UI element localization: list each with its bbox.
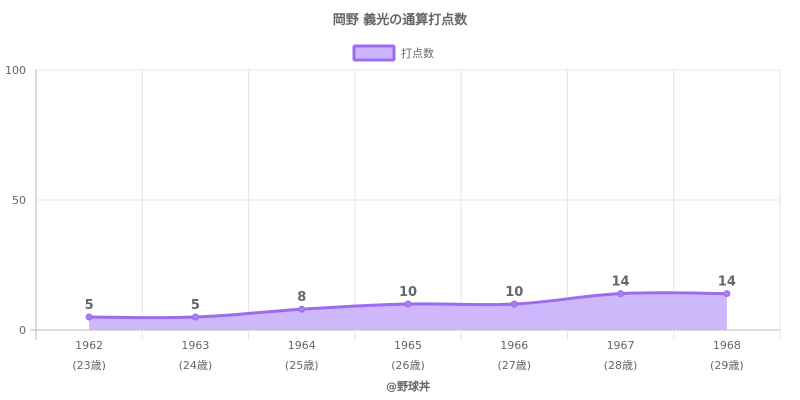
x-tick-label: 1968 [713, 339, 741, 352]
data-points [85, 290, 731, 321]
x-tick-sublabel: (27歳) [497, 359, 531, 372]
x-tick-sublabel: (24歳) [179, 359, 213, 372]
x-tick-label: 1964 [288, 339, 316, 352]
chart-title: 岡野 義光の通算打点数 [333, 12, 469, 28]
x-tick-label: 1962 [75, 339, 103, 352]
y-tick-label: 0 [19, 324, 26, 337]
legend: 打点数 [352, 44, 434, 62]
data-point [191, 313, 199, 321]
data-label: 10 [505, 285, 523, 300]
data-point [510, 300, 518, 308]
x-tick-sublabel: (28歳) [604, 359, 638, 372]
x-tick-sublabel: (25歳) [285, 359, 319, 372]
x-tick-label: 1963 [181, 339, 209, 352]
data-point [298, 305, 306, 313]
y-tick-label: 50 [12, 194, 26, 207]
y-axis: 0 50 100 [5, 64, 26, 337]
x-tick-label: 1967 [607, 339, 635, 352]
data-point [404, 300, 412, 308]
credit-text: @野球丼 [386, 379, 430, 393]
x-tick-sublabel: (23歳) [72, 359, 106, 372]
legend-swatch [352, 44, 396, 62]
x-tick-sublabel: (29歳) [710, 359, 744, 372]
data-label: 10 [399, 285, 417, 300]
data-point [617, 290, 625, 298]
data-point [723, 290, 731, 298]
x-axis: 1962 (23歳) 1963 (24歳) 1964 (25歳) 1965 (26歳) 1966… [72, 339, 743, 372]
data-label: 8 [297, 290, 306, 305]
y-tick-label: 100 [5, 64, 26, 77]
legend-label: 打点数 [401, 46, 434, 60]
x-tick-label: 1965 [394, 339, 422, 352]
series-area [89, 292, 727, 330]
data-labels: 5 5 8 10 10 14 14 [85, 275, 736, 313]
data-point [85, 313, 93, 321]
x-tick-label: 1966 [500, 339, 528, 352]
data-label: 5 [85, 298, 94, 313]
x-tick-sublabel: (26歳) [391, 359, 425, 372]
data-label: 5 [191, 298, 200, 313]
data-label: 14 [612, 275, 630, 290]
data-label: 14 [718, 275, 736, 290]
